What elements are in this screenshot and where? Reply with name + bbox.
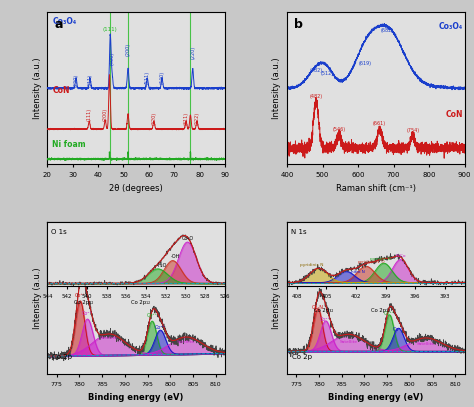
X-axis label: 2θ (degrees): 2θ (degrees): [109, 184, 163, 193]
Text: c: c: [55, 227, 62, 240]
Text: CoN: CoN: [53, 85, 70, 95]
Text: Co₃O₄: Co₃O₄: [53, 17, 77, 26]
Text: (220): (220): [190, 46, 195, 59]
Text: (311): (311): [183, 112, 189, 125]
Text: (682): (682): [381, 28, 394, 33]
X-axis label: Binding energy (eV): Binding energy (eV): [328, 393, 423, 402]
Y-axis label: Intensity (a.u.): Intensity (a.u.): [273, 57, 282, 119]
Text: (482): (482): [310, 94, 323, 98]
Text: (511): (511): [145, 71, 150, 84]
Text: d: d: [294, 227, 303, 240]
Text: Co³⁺: Co³⁺: [384, 311, 395, 316]
Text: Co³⁺: Co³⁺: [75, 293, 86, 298]
Text: CoN: CoN: [445, 110, 463, 119]
Text: Satellite: Satellite: [417, 342, 435, 346]
Text: (222): (222): [194, 112, 200, 125]
Text: (220): (220): [73, 74, 79, 87]
Text: (619): (619): [358, 61, 371, 66]
X-axis label: Binding energy (eV): Binding energy (eV): [89, 393, 184, 402]
Text: (754): (754): [406, 128, 419, 133]
Y-axis label: Intensity (a.u.): Intensity (a.u.): [33, 267, 42, 329]
Y-axis label: Intensity (a.u.): Intensity (a.u.): [273, 267, 282, 329]
Text: Co 2p₃₂: Co 2p₃₂: [74, 300, 93, 305]
Text: (440): (440): [160, 71, 164, 84]
Text: (400): (400): [110, 52, 115, 65]
Text: (200): (200): [126, 42, 131, 56]
Text: Co³⁺: Co³⁺: [146, 313, 157, 317]
Text: Satellite: Satellite: [100, 336, 118, 340]
Text: Co²⁺: Co²⁺: [393, 326, 404, 332]
Text: Co₃O₄: Co₃O₄: [438, 22, 463, 31]
Text: (661): (661): [373, 121, 386, 126]
Text: Co 2p₁₂: Co 2p₁₂: [131, 300, 150, 305]
Text: Co 2p: Co 2p: [292, 354, 311, 360]
Text: (482): (482): [310, 68, 323, 73]
Text: Co²⁺: Co²⁺: [320, 317, 331, 322]
Y-axis label: Intensity (a.u.): Intensity (a.u.): [33, 57, 42, 119]
Text: (220): (220): [151, 112, 156, 125]
Text: (546): (546): [332, 127, 346, 131]
Text: Co²⁺: Co²⁺: [155, 325, 166, 330]
Text: Co²⁺: Co²⁺: [82, 311, 93, 316]
Text: Co 2p₁₂: Co 2p₁₂: [371, 309, 390, 313]
Text: (111): (111): [87, 108, 92, 121]
Text: Co 2p₃₂: Co 2p₃₂: [314, 309, 333, 313]
Text: (512): (512): [320, 71, 333, 76]
Text: Satellite: Satellite: [339, 340, 357, 344]
Text: b: b: [294, 18, 303, 31]
Text: (111): (111): [102, 27, 117, 33]
Text: Co 2p: Co 2p: [52, 354, 72, 360]
Text: Satellite: Satellite: [177, 340, 195, 344]
Text: (200): (200): [103, 108, 108, 121]
Text: Co-N: Co-N: [312, 305, 324, 310]
Text: Ni foam: Ni foam: [53, 140, 86, 149]
Text: (311): (311): [88, 74, 92, 87]
Text: a: a: [55, 18, 63, 31]
X-axis label: Raman shift (cm⁻¹): Raman shift (cm⁻¹): [336, 184, 416, 193]
